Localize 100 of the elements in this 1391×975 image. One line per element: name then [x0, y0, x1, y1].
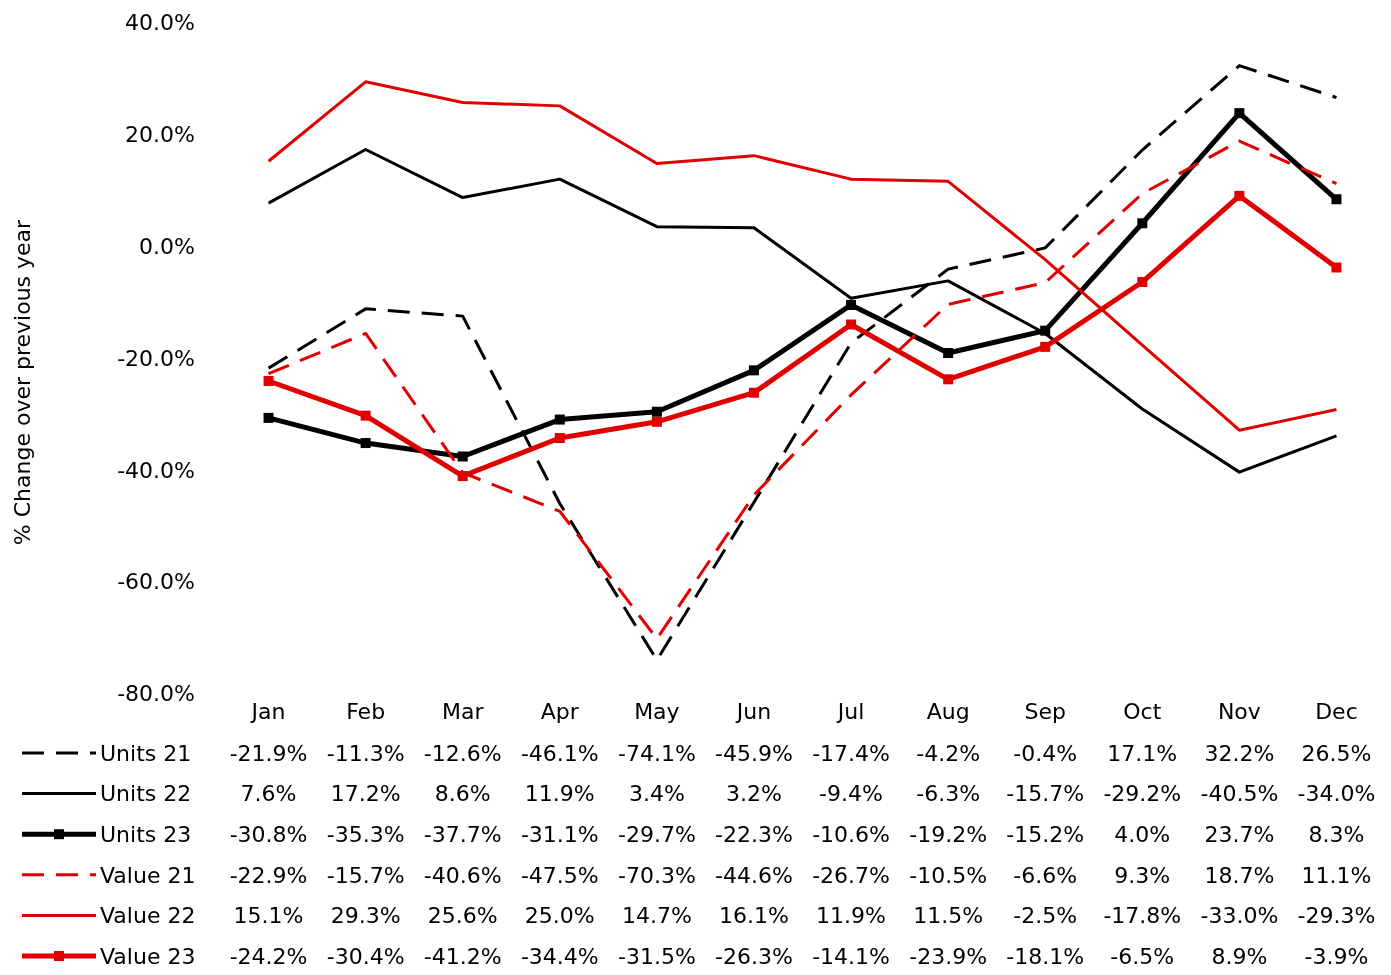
data-label: 11.9% — [524, 781, 595, 807]
data-label: 3.4% — [628, 781, 685, 807]
data-label: -2.5% — [1013, 903, 1078, 929]
data-label: -6.5% — [1110, 943, 1175, 969]
x-tick-label: Dec — [1315, 698, 1358, 724]
data-label: -22.9% — [229, 862, 308, 888]
data-label: -22.3% — [715, 821, 793, 847]
data-label: -46.1% — [520, 740, 599, 766]
y-tick-label: 20.0% — [125, 122, 195, 148]
data-label: 18.7% — [1204, 862, 1275, 888]
data-label: -23.9% — [909, 943, 988, 969]
data-label: 14.7% — [621, 903, 692, 929]
point — [651, 406, 662, 417]
data-label: -31.1% — [520, 821, 599, 847]
point — [554, 414, 565, 425]
point — [1040, 325, 1051, 336]
data-label: -29.3% — [1297, 903, 1376, 929]
x-tick-label: Jun — [734, 698, 772, 724]
data-label: -30.4% — [326, 943, 405, 969]
x-tick-label: Oct — [1123, 698, 1162, 724]
data-label: -24.2% — [229, 943, 308, 969]
point — [457, 451, 468, 462]
data-label: -37.7% — [423, 821, 502, 847]
data-label: -41.2% — [423, 943, 502, 969]
data-label: 7.6% — [240, 781, 297, 807]
data-label: -15.7% — [326, 862, 405, 888]
data-label: 26.5% — [1301, 740, 1372, 766]
data-label: -33.0% — [1200, 903, 1279, 929]
data-label: -15.7% — [1006, 781, 1085, 807]
data-label: -40.5% — [1200, 781, 1279, 807]
y-tick-label: -20.0% — [117, 345, 195, 371]
point — [263, 375, 274, 386]
y-tick-label: 40.0% — [125, 10, 195, 36]
data-label: -12.6% — [423, 740, 502, 766]
data-label: 17.2% — [330, 781, 401, 807]
legend-label: Value 21 — [100, 862, 196, 888]
data-label: 23.7% — [1204, 821, 1275, 847]
data-label: 11.1% — [1301, 862, 1372, 888]
x-tick-label: May — [634, 698, 680, 724]
data-label: -47.5% — [520, 862, 599, 888]
point — [1137, 218, 1148, 229]
data-label: -40.6% — [423, 862, 502, 888]
data-label: -18.1% — [1006, 943, 1085, 969]
data-label: 4.0% — [1114, 821, 1171, 847]
data-label: -34.4% — [520, 943, 599, 969]
data-label: -74.1% — [617, 740, 696, 766]
point — [943, 348, 954, 359]
data-label: -19.2% — [909, 821, 988, 847]
x-tick-label: Feb — [346, 698, 386, 724]
data-label: -29.7% — [617, 821, 696, 847]
y-axis-title: % Change over previous year — [10, 218, 35, 546]
x-tick-label: Jul — [835, 698, 865, 724]
data-label: -17.4% — [812, 740, 890, 766]
legend-label: Units 21 — [100, 740, 192, 766]
data-label: -6.6% — [1013, 862, 1078, 888]
data-label: 16.1% — [719, 903, 789, 929]
data-label: -35.3% — [326, 821, 405, 847]
point — [943, 374, 954, 385]
x-tick-label: Jan — [249, 698, 286, 724]
legend-label: Value 22 — [100, 903, 196, 929]
data-label: -26.7% — [812, 862, 890, 888]
x-tick-label: Sep — [1024, 698, 1066, 724]
data-label: -10.5% — [909, 862, 988, 888]
data-label: -14.1% — [812, 943, 890, 969]
point — [846, 319, 857, 330]
data-label: -29.2% — [1103, 781, 1182, 807]
data-label: -45.9% — [715, 740, 793, 766]
point — [457, 471, 468, 482]
data-label: -3.9% — [1304, 943, 1369, 969]
data-label: -70.3% — [617, 862, 696, 888]
data-label: -6.3% — [916, 781, 981, 807]
data-label: 8.9% — [1211, 943, 1268, 969]
data-label: 11.9% — [816, 903, 886, 929]
point — [1234, 190, 1245, 201]
x-tick-label: Nov — [1217, 698, 1261, 724]
data-label: 8.3% — [1308, 821, 1365, 847]
data-label: 25.6% — [427, 903, 498, 929]
legend-label: Units 22 — [100, 781, 192, 807]
data-label: -17.8% — [1103, 903, 1182, 929]
y-tick-label: -80.0% — [117, 681, 195, 707]
x-tick-label: Apr — [540, 698, 580, 724]
legend-label: Units 23 — [100, 821, 192, 847]
data-label: -26.3% — [715, 943, 793, 969]
point — [846, 299, 857, 310]
data-label: 25.0% — [524, 903, 595, 929]
data-label: -9.4% — [819, 781, 883, 807]
x-tick-label: Mar — [441, 698, 485, 724]
y-tick-label: 0.0% — [139, 233, 195, 259]
y-tick-label: -60.0% — [117, 569, 195, 595]
legend-label: Value 23 — [100, 943, 196, 969]
x-tick-label: Aug — [926, 698, 970, 724]
point — [748, 387, 759, 398]
point — [1040, 341, 1051, 352]
data-label: 29.3% — [330, 903, 401, 929]
data-label: -44.6% — [715, 862, 793, 888]
point — [1137, 277, 1148, 288]
data-label: -21.9% — [229, 740, 308, 766]
data-label: 17.1% — [1107, 740, 1178, 766]
data-label: 3.2% — [726, 781, 782, 807]
point — [1331, 262, 1342, 273]
